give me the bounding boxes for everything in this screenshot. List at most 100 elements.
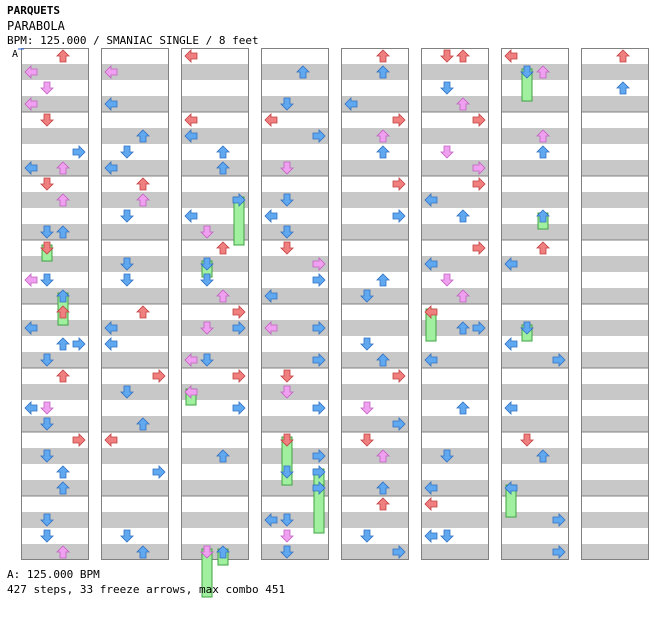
step-arrow-right [552,545,566,559]
beat-band [501,512,569,528]
step-arrow-up [456,97,470,111]
step-arrow-down [280,369,294,383]
beat-band [581,192,649,208]
step-arrow-left [424,193,438,207]
beat-band [581,256,649,272]
beat-band [341,384,409,400]
step-arrow-left [424,353,438,367]
beat-band [421,544,489,560]
step-arrow-up [536,449,550,463]
beat-band [181,480,249,496]
beat-band [261,352,329,368]
step-arrow-left [424,257,438,271]
bpm-marker-label: A [12,49,18,60]
step-arrow-up [56,465,70,479]
step-arrow-up [456,289,470,303]
column-border [261,48,329,560]
beat-band [181,256,249,272]
step-arrow-left [184,129,198,143]
beat-band [101,96,169,112]
beat-band [581,64,649,80]
step-arrow-left [184,113,198,127]
beat-band [261,544,329,560]
beat-band [501,160,569,176]
step-arrow-right [392,369,406,383]
step-arrow-up [216,545,230,559]
step-arrow-up [296,65,310,79]
beat-band [341,192,409,208]
beat-band [261,416,329,432]
beat-band [581,480,649,496]
step-arrow-right [72,337,86,351]
step-arrow-right [392,417,406,431]
step-arrow-right [232,401,246,415]
beat-band [581,512,649,528]
step-arrow-up [616,81,630,95]
step-arrow-down [280,97,294,111]
step-arrow-down [280,193,294,207]
beat-band [21,256,89,272]
chart-column [261,48,329,560]
step-arrow-left [264,289,278,303]
beat-band [101,256,169,272]
bpm-difficulty-line: BPM: 125.000 / SMANIAC SINGLE / 8 feet [7,34,259,47]
step-arrow-right [392,177,406,191]
step-arrow-down [280,225,294,239]
step-arrow-up [376,129,390,143]
step-arrow-right [312,129,326,143]
beat-band [21,448,89,464]
song-group-title: PARQUETS [7,4,60,17]
beat-band [341,544,409,560]
step-arrow-left [264,113,278,127]
beat-band [501,320,569,336]
column-border [181,48,249,560]
beat-band [501,192,569,208]
beat-band [101,352,169,368]
step-arrow-left [104,97,118,111]
step-arrow-up [376,145,390,159]
step-arrow-down [440,81,454,95]
step-arrow-right [472,177,486,191]
beat-band [421,352,489,368]
beat-band [261,128,329,144]
beat-band [101,416,169,432]
step-arrow-left [24,401,38,415]
step-arrow-right [232,193,246,207]
beat-band [181,448,249,464]
beat-band [21,512,89,528]
step-arrow-down [440,145,454,159]
step-arrow-right [472,113,486,127]
beat-band [341,224,409,240]
chart-column [421,48,489,560]
beat-band [21,192,89,208]
beat-band [181,416,249,432]
chart-column [581,48,649,560]
step-arrow-left [184,209,198,223]
step-arrow-right [312,449,326,463]
beat-band [421,64,489,80]
step-arrow-down [120,529,134,543]
step-arrow-down [360,529,374,543]
beat-band [101,544,169,560]
beat-band [421,320,489,336]
beat-band [341,64,409,80]
beat-band [101,224,169,240]
step-arrow-up [536,145,550,159]
step-arrow-up [136,545,150,559]
step-arrow-down [40,401,54,415]
beat-band [261,64,329,80]
step-arrow-left [184,353,198,367]
step-arrow-right [312,481,326,495]
beat-band [21,128,89,144]
step-arrow-up [56,161,70,175]
step-arrow-right [392,545,406,559]
step-arrow-up [456,49,470,63]
beat-band [261,320,329,336]
step-arrow-right [392,209,406,223]
beat-band [21,320,89,336]
step-arrow-left [504,49,518,63]
step-arrow-left [104,337,118,351]
beat-band [501,352,569,368]
beat-band [261,256,329,272]
beat-band [341,128,409,144]
